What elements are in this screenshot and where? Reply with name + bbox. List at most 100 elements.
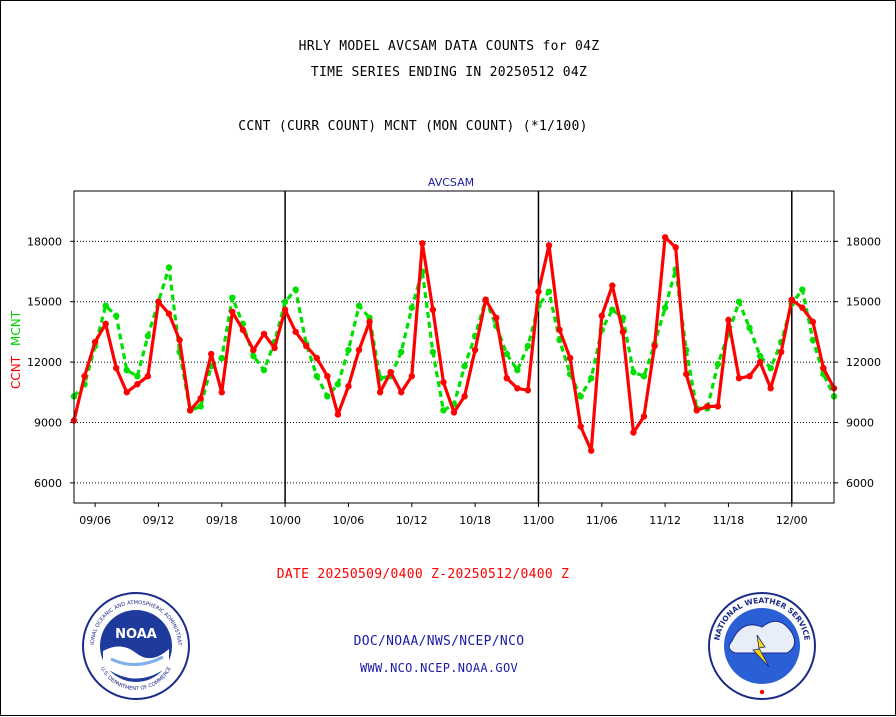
data-point-mcnt <box>250 352 257 360</box>
data-point-ccnt <box>778 348 785 356</box>
series-layer <box>70 234 838 454</box>
noaa-logo: NOAA NATIONAL OCEANIC AND ATMOSPHERIC AD… <box>81 591 190 700</box>
data-point-mcnt <box>123 366 130 374</box>
y-tick-label-right: 15000 <box>846 296 881 309</box>
data-point-ccnt <box>186 407 194 414</box>
data-point-ccnt <box>630 429 637 436</box>
data-point-ccnt <box>239 326 247 334</box>
data-point-ccnt <box>482 296 489 303</box>
data-point-mcnt <box>197 403 204 410</box>
data-point-mcnt <box>767 364 774 372</box>
data-point-mcnt <box>281 298 289 305</box>
data-point-mcnt <box>398 348 405 356</box>
y-tick-label-left: 9000 <box>34 416 62 429</box>
data-point-ccnt <box>271 344 278 352</box>
data-point-ccnt <box>598 312 605 319</box>
data-point-ccnt <box>788 296 795 303</box>
data-point-mcnt <box>345 346 352 354</box>
data-point-ccnt <box>165 310 173 317</box>
data-point-ccnt <box>577 423 584 430</box>
noaa-logo-text: NOAA <box>115 627 157 642</box>
x-tick-label: 10/18 <box>459 514 491 527</box>
y-tick-label-right: 18000 <box>846 235 881 248</box>
data-point-mcnt <box>134 372 141 380</box>
data-point-mcnt <box>809 336 817 344</box>
data-point-ccnt <box>155 298 162 305</box>
data-point-ccnt <box>661 234 669 241</box>
data-point-ccnt <box>471 346 479 354</box>
data-point-ccnt <box>91 338 99 346</box>
x-tick-label: 10/12 <box>396 514 428 527</box>
data-point-mcnt <box>144 332 152 340</box>
y-axis-label-mcnt: MCNT <box>9 310 23 346</box>
y-tick-label-left: 12000 <box>27 356 62 369</box>
data-point-mcnt <box>609 306 616 313</box>
chart-subtitle: CCNT (CURR COUNT) MCNT (MON COUNT) (*1/1… <box>238 119 588 134</box>
data-point-mcnt <box>461 362 468 370</box>
data-point-mcnt <box>630 368 637 376</box>
x-tick-label: 09/12 <box>143 514 175 527</box>
data-point-ccnt <box>229 308 236 315</box>
data-point-ccnt <box>197 395 204 402</box>
data-point-ccnt <box>566 354 574 362</box>
data-point-ccnt <box>809 318 817 326</box>
data-point-ccnt <box>756 358 764 366</box>
data-point-mcnt <box>545 288 553 295</box>
data-point-mcnt <box>429 348 437 356</box>
data-point-mcnt <box>503 350 510 358</box>
data-point-mcnt <box>514 366 521 374</box>
data-point-ccnt <box>672 244 679 251</box>
x-tick-label: 11/12 <box>649 514 681 527</box>
data-point-ccnt <box>535 288 542 295</box>
data-point-ccnt <box>693 407 700 414</box>
x-tick-label: 10/00 <box>269 514 301 527</box>
data-point-ccnt <box>746 372 753 380</box>
data-point-mcnt <box>746 324 753 332</box>
plot-title: AVCSAM <box>428 176 474 189</box>
data-point-mcnt <box>588 375 595 382</box>
data-point-ccnt <box>408 372 415 380</box>
data-point-mcnt <box>440 407 447 414</box>
org-path-label: DOC/NOAA/NWS/NCEP/NCO <box>353 634 525 649</box>
data-point-ccnt <box>514 385 521 392</box>
data-point-ccnt <box>556 326 563 334</box>
data-point-ccnt <box>429 306 437 313</box>
data-point-mcnt <box>165 264 173 271</box>
chart-title-line2: TIME SERIES ENDING IN 20250512 04Z <box>310 65 588 80</box>
website-label: WWW.NCO.NCEP.NOAA.GOV <box>359 661 519 675</box>
data-point-ccnt <box>176 336 183 344</box>
data-point-mcnt <box>313 372 320 380</box>
data-point-ccnt <box>450 409 458 416</box>
x-tick-label: 12/00 <box>776 514 808 527</box>
data-point-ccnt <box>524 387 532 394</box>
plot-frame <box>73 190 835 504</box>
data-point-ccnt <box>545 242 553 249</box>
data-point-mcnt <box>661 304 669 311</box>
data-point-ccnt <box>113 364 120 372</box>
data-point-mcnt <box>292 286 299 293</box>
data-point-ccnt <box>102 320 109 328</box>
data-point-mcnt <box>102 302 109 309</box>
y-tick-label-left: 18000 <box>27 235 62 248</box>
data-point-ccnt <box>218 389 225 396</box>
data-point-mcnt <box>640 372 648 380</box>
data-point-ccnt <box>651 342 658 350</box>
data-point-ccnt <box>281 306 289 313</box>
x-tick-label: 09/18 <box>206 514 238 527</box>
y-tick-label-right: 9000 <box>846 416 874 429</box>
x-tick-label: 11/06 <box>586 514 618 527</box>
data-point-ccnt <box>144 372 152 380</box>
data-point-mcnt <box>218 354 225 362</box>
y-tick-label-left: 15000 <box>27 296 62 309</box>
data-point-ccnt <box>820 364 827 372</box>
date-range-label: DATE 20250509/0400 Z-20250512/0400 Z <box>276 567 570 582</box>
data-point-ccnt <box>419 240 426 247</box>
data-point-ccnt <box>461 393 468 400</box>
data-point-ccnt <box>619 328 627 336</box>
data-point-ccnt <box>123 389 130 396</box>
chart-title-line1: HRLY MODEL AVCSAM DATA COUNTS for 04Z <box>298 39 600 54</box>
data-point-ccnt <box>334 411 342 418</box>
data-point-ccnt <box>588 447 595 454</box>
